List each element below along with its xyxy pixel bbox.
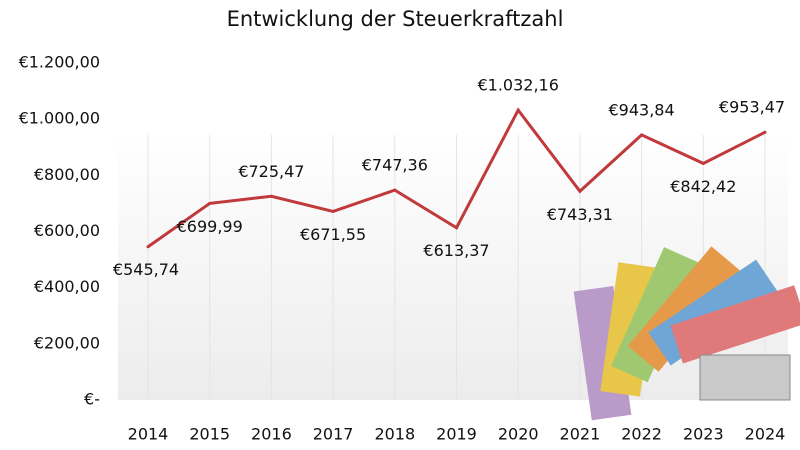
y-tick-label: €1.200,00 [19,53,100,72]
x-tick-label: 2014 [128,425,169,444]
data-point [578,189,582,193]
y-tick-label: €1.000,00 [19,109,100,128]
data-label: €747,36 [362,156,428,175]
x-tick-label: 2024 [745,425,786,444]
y-tick-label: €200,00 [34,333,100,352]
banknote-image [573,246,800,421]
data-label: €953,47 [719,98,785,117]
x-tick-label: 2017 [313,425,354,444]
data-point [269,194,273,198]
data-label: €743,31 [547,205,613,224]
data-point [701,161,705,165]
x-tick-label: 2020 [498,425,539,444]
data-point [516,108,520,112]
data-label: €613,37 [423,241,489,260]
data-label: €725,47 [238,162,304,181]
x-tick-label: 2023 [683,425,724,444]
data-label: €842,42 [670,177,736,196]
y-tick-label: €400,00 [34,277,100,296]
plot: €- €200,00 €400,00 €600,00 €800,00 €1.000,00 €… [19,53,786,444]
x-tick-label: 2018 [374,425,415,444]
data-point [146,245,150,249]
data-label: €699,99 [177,217,243,236]
x-tick-label: 2016 [251,425,292,444]
y-tick-label: €- [84,390,100,409]
data-label: €545,74 [113,260,179,279]
data-label: €671,55 [300,225,366,244]
x-tick-label: 2019 [436,425,477,444]
data-point [455,226,458,230]
y-tick-label: €800,00 [34,165,100,184]
data-point [763,130,767,134]
data-point [393,188,397,192]
data-label: €943,84 [609,100,675,119]
data-point [208,201,212,205]
y-tick-label: €600,00 [34,221,100,240]
x-tick-label: 2022 [621,425,662,444]
chart-title: Entwicklung der Steuerkraftzahl [227,7,564,31]
x-tick-label: 2015 [189,425,230,444]
x-tick-label: 2021 [560,425,601,444]
data-point [331,209,335,213]
data-label: €1.032,16 [477,76,558,95]
data-point [640,133,644,137]
